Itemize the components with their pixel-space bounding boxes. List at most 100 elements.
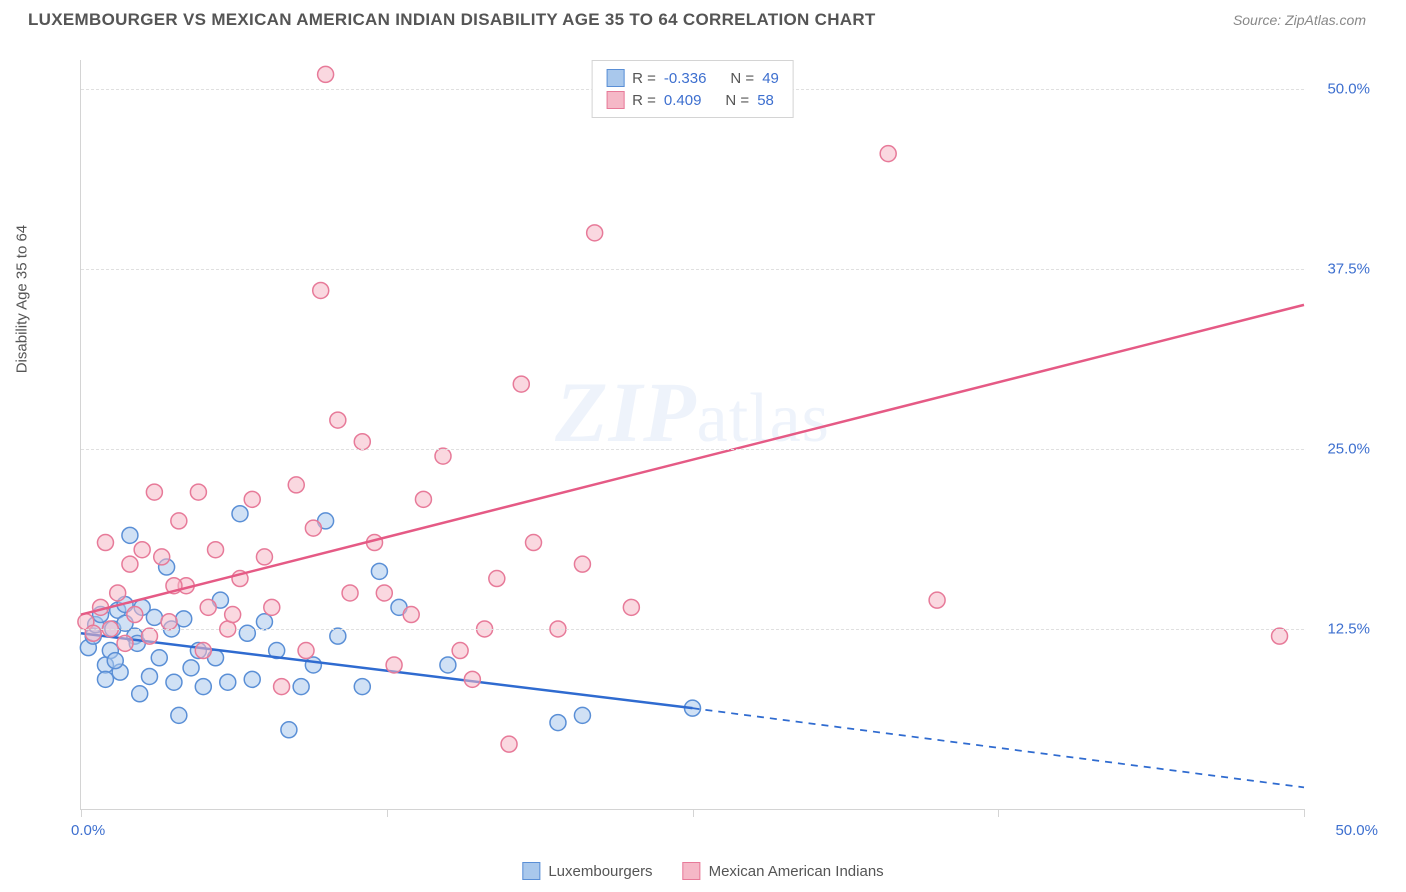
data-point-mex [376, 585, 392, 601]
data-point-lux [220, 674, 236, 690]
data-point-mex [85, 625, 101, 641]
data-point-mex [501, 736, 517, 752]
correlation-legend: R = -0.336 N = 49 R = 0.409 N = 58 [591, 60, 794, 118]
data-point-mex [122, 556, 138, 572]
data-point-mex [298, 643, 314, 659]
data-point-lux [330, 628, 346, 644]
data-point-lux [574, 707, 590, 723]
data-point-lux [132, 686, 148, 702]
data-point-mex [330, 412, 346, 428]
n-label: N = [730, 70, 754, 87]
data-point-mex [513, 376, 529, 392]
svg-layer [81, 60, 1304, 809]
chart-header: LUXEMBOURGER VS MEXICAN AMERICAN INDIAN … [0, 0, 1406, 30]
r-label: R = [632, 92, 656, 109]
data-point-mex [195, 643, 211, 659]
legend-label: Luxembourgers [548, 863, 652, 880]
n-value: 49 [762, 70, 779, 87]
source-label: Source: ZipAtlas.com [1233, 12, 1366, 28]
chart-area: Disability Age 35 to 64 ZIPatlas R = -0.… [28, 40, 1376, 838]
data-point-mex [274, 679, 290, 695]
data-point-mex [318, 66, 334, 82]
data-point-lux [183, 660, 199, 676]
data-point-mex [386, 657, 402, 673]
data-point-mex [117, 635, 133, 651]
data-point-lux [293, 679, 309, 695]
legend-row: R = 0.409 N = 58 [606, 89, 779, 111]
data-point-mex [464, 671, 480, 687]
data-point-mex [415, 491, 431, 507]
data-point-mex [141, 628, 157, 644]
data-point-lux [107, 653, 123, 669]
data-point-mex [225, 607, 241, 623]
data-point-lux [232, 506, 248, 522]
legend-label: Mexican American Indians [709, 863, 884, 880]
data-point-lux [550, 715, 566, 731]
legend-swatch-mex [683, 862, 701, 880]
legend-item-mex: Mexican American Indians [683, 862, 884, 880]
data-point-mex [342, 585, 358, 601]
n-value: 58 [757, 92, 774, 109]
data-point-lux [371, 563, 387, 579]
r-value: 0.409 [664, 92, 702, 109]
data-point-mex [305, 520, 321, 536]
data-point-mex [146, 484, 162, 500]
series-legend: Luxembourgers Mexican American Indians [522, 862, 883, 880]
data-point-mex [171, 513, 187, 529]
data-point-mex [574, 556, 590, 572]
data-point-lux [146, 609, 162, 625]
data-point-lux [151, 650, 167, 666]
legend-swatch-mex [606, 91, 624, 109]
data-point-mex [929, 592, 945, 608]
data-point-mex [110, 585, 126, 601]
data-point-mex [288, 477, 304, 493]
y-tick-label: 12.5% [1327, 620, 1370, 637]
regression-line-lux [81, 633, 693, 708]
data-point-mex [244, 491, 260, 507]
data-point-lux [440, 657, 456, 673]
data-point-mex [127, 607, 143, 623]
data-point-lux [354, 679, 370, 695]
data-point-mex [190, 484, 206, 500]
legend-swatch-lux [606, 69, 624, 87]
r-value: -0.336 [664, 70, 707, 87]
data-point-mex [161, 614, 177, 630]
data-point-mex [880, 146, 896, 162]
data-point-mex [623, 599, 639, 615]
y-tick-label: 25.0% [1327, 440, 1370, 457]
legend-row: R = -0.336 N = 49 [606, 67, 779, 89]
data-point-mex [452, 643, 468, 659]
legend-swatch-lux [522, 862, 540, 880]
data-point-lux [256, 614, 272, 630]
regression-line-mex [81, 305, 1304, 615]
y-tick-label: 50.0% [1327, 80, 1370, 97]
data-point-mex [208, 542, 224, 558]
x-min-label: 0.0% [71, 822, 105, 839]
data-point-mex [97, 535, 113, 551]
data-point-mex [587, 225, 603, 241]
x-max-label: 50.0% [1335, 822, 1378, 839]
y-axis-label: Disability Age 35 to 64 [14, 225, 31, 373]
data-point-mex [200, 599, 216, 615]
data-point-mex [354, 434, 370, 450]
y-tick-label: 37.5% [1327, 260, 1370, 277]
r-label: R = [632, 70, 656, 87]
n-label: N = [725, 92, 749, 109]
data-point-lux [305, 657, 321, 673]
data-point-lux [97, 671, 113, 687]
data-point-lux [239, 625, 255, 641]
data-point-lux [281, 722, 297, 738]
data-point-mex [489, 571, 505, 587]
data-point-mex [1272, 628, 1288, 644]
chart-title: LUXEMBOURGER VS MEXICAN AMERICAN INDIAN … [28, 10, 876, 30]
regression-line-dash-lux [693, 708, 1305, 787]
data-point-mex [154, 549, 170, 565]
data-point-lux [195, 679, 211, 695]
data-point-mex [403, 607, 419, 623]
data-point-mex [526, 535, 542, 551]
data-point-lux [176, 611, 192, 627]
data-point-mex [313, 282, 329, 298]
data-point-lux [122, 527, 138, 543]
data-point-mex [264, 599, 280, 615]
data-point-mex [435, 448, 451, 464]
